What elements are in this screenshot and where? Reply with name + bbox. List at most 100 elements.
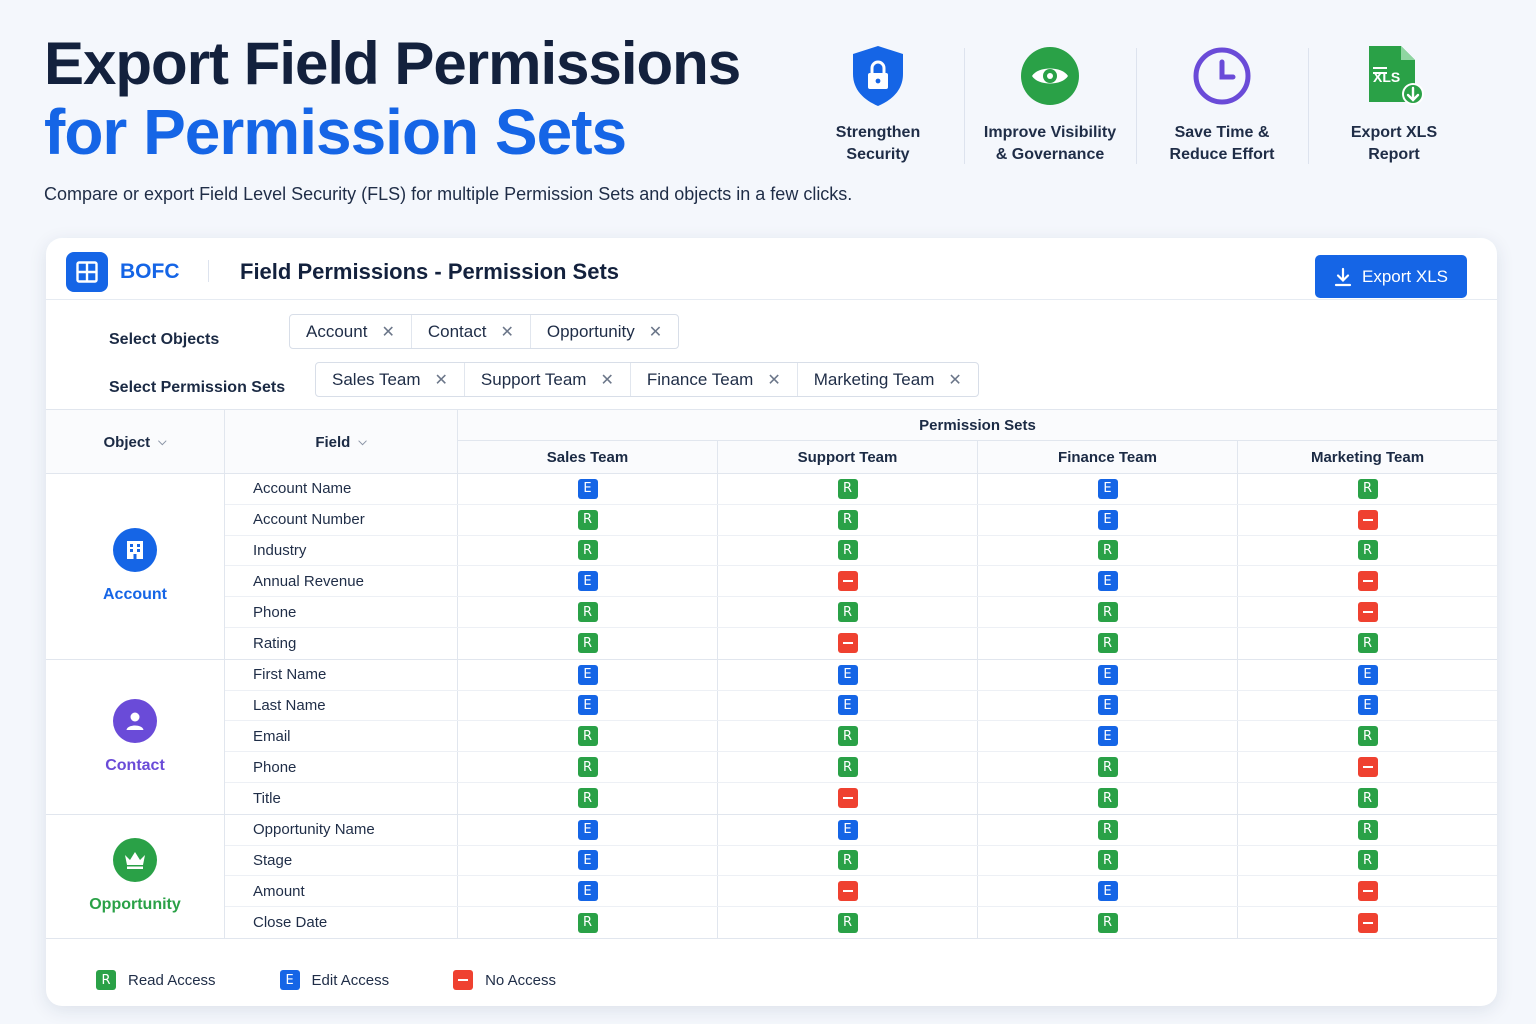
- column-header-support-team[interactable]: Support Team: [717, 441, 977, 474]
- permission-cell[interactable]: E: [977, 690, 1237, 721]
- column-header-finance-team[interactable]: Finance Team: [977, 441, 1237, 474]
- permission-cell[interactable]: R: [458, 536, 717, 566]
- permission-cell[interactable]: E: [717, 690, 977, 721]
- field-column-header[interactable]: Field ⌵: [225, 410, 458, 474]
- permission-cell[interactable]: [1237, 566, 1497, 597]
- permission-cell[interactable]: R: [717, 504, 977, 535]
- permission-cell[interactable]: R: [1237, 721, 1497, 752]
- permission-cell[interactable]: [1237, 876, 1497, 907]
- chip-finance-team: Finance Team ✕: [629, 363, 797, 396]
- edit-access-badge: E: [1097, 726, 1118, 747]
- grid-app-icon[interactable]: [66, 252, 108, 292]
- permission-cell[interactable]: R: [717, 752, 977, 782]
- export-xls-button[interactable]: Export XLS: [1315, 255, 1467, 298]
- permission-cell[interactable]: E: [717, 659, 977, 690]
- permission-cell[interactable]: R: [1237, 627, 1497, 659]
- sets-filter-label: Select Permission Sets: [109, 378, 286, 396]
- object-column-header[interactable]: Object ⌵: [46, 410, 225, 474]
- permission-cell[interactable]: E: [1237, 690, 1497, 721]
- objects-filter: Select Objects: [109, 322, 219, 357]
- permission-cell[interactable]: R: [458, 752, 717, 782]
- permission-cell[interactable]: R: [717, 535, 977, 566]
- permission-cell[interactable]: R: [977, 845, 1237, 876]
- permission-cell[interactable]: E: [458, 691, 717, 721]
- permission-cell[interactable]: R: [717, 907, 977, 938]
- permission-cell[interactable]: R: [717, 597, 977, 627]
- permission-cell[interactable]: R: [1237, 814, 1497, 845]
- permission-cell[interactable]: [717, 876, 977, 907]
- object-name[interactable]: Account: [103, 586, 167, 604]
- permission-cell[interactable]: E: [458, 846, 717, 876]
- close-icon[interactable]: ✕: [600, 371, 614, 389]
- permission-cell[interactable]: [717, 627, 977, 659]
- field-name: Industry: [225, 535, 458, 566]
- no-access-badge: [1357, 912, 1378, 933]
- permission-cell[interactable]: R: [977, 814, 1237, 845]
- permission-cell[interactable]: E: [977, 504, 1237, 535]
- permission-cell[interactable]: R: [717, 474, 977, 504]
- permission-cell[interactable]: E: [977, 721, 1237, 752]
- permission-cell[interactable]: E: [717, 814, 977, 845]
- object-name[interactable]: Opportunity: [89, 896, 181, 914]
- permission-cell[interactable]: R: [717, 845, 977, 876]
- permission-cell[interactable]: R: [458, 907, 717, 938]
- feature-security: Strengthen Security: [792, 44, 964, 166]
- permission-cell[interactable]: R: [977, 782, 1237, 814]
- column-header-sales-team[interactable]: Sales Team: [546, 449, 629, 466]
- person-icon: [113, 698, 157, 743]
- no-access-badge: [1357, 757, 1378, 778]
- close-icon[interactable]: ✕: [948, 371, 962, 389]
- permission-cell[interactable]: E: [458, 660, 717, 690]
- permission-cell[interactable]: E: [977, 566, 1237, 597]
- permission-cell[interactable]: [717, 566, 977, 597]
- close-icon[interactable]: ✕: [381, 323, 395, 341]
- permission-cell[interactable]: R: [977, 907, 1237, 938]
- permission-cell[interactable]: [1237, 504, 1497, 535]
- table-row: Rating R R R: [225, 627, 1497, 659]
- objects-multiselect[interactable]: Account ✕ Contact ✕ Opportunity ✕: [289, 314, 680, 349]
- close-icon[interactable]: ✕: [648, 323, 663, 341]
- close-icon[interactable]: ✕: [500, 323, 514, 341]
- permission-cell[interactable]: R: [1237, 845, 1497, 876]
- permission-sets-multiselect[interactable]: Sales Team ✕ Support Team ✕ Finance Team ✕ Mar…: [315, 362, 979, 397]
- legend-item-read-access: R Read Access: [96, 970, 216, 990]
- permission-cell[interactable]: [1237, 597, 1497, 627]
- permission-cell[interactable]: R: [977, 752, 1237, 782]
- permission-cell[interactable]: E: [1237, 659, 1497, 690]
- edit-access-badge: E: [279, 970, 300, 990]
- read-access-badge: R: [1357, 819, 1378, 840]
- permission-cell[interactable]: [717, 782, 977, 814]
- permission-cell[interactable]: R: [458, 721, 717, 751]
- permission-cell[interactable]: R: [717, 721, 977, 752]
- table-row: Amount E E: [225, 876, 1497, 908]
- permission-cell[interactable]: E: [977, 659, 1237, 690]
- permission-cell[interactable]: [1237, 907, 1497, 938]
- close-icon[interactable]: ✕: [434, 371, 448, 389]
- permission-cell[interactable]: R: [458, 505, 717, 535]
- permission-cell[interactable]: [1237, 752, 1497, 782]
- permission-cell[interactable]: E: [458, 566, 717, 596]
- permission-cell[interactable]: R: [458, 783, 717, 814]
- permission-cell[interactable]: R: [1237, 535, 1497, 566]
- permission-cell[interactable]: E: [458, 474, 717, 504]
- column-header-marketing-team[interactable]: Marketing Team: [1237, 441, 1497, 474]
- permission-cell[interactable]: R: [1237, 474, 1497, 504]
- object-name[interactable]: Contact: [105, 756, 165, 774]
- permission-sets-group-header: Permission Sets: [458, 410, 1497, 441]
- permission-cell[interactable]: E: [977, 876, 1237, 907]
- read-access-badge: R: [837, 478, 858, 499]
- permission-cell[interactable]: E: [977, 474, 1237, 504]
- permission-cell[interactable]: R: [1237, 782, 1497, 814]
- permission-cell[interactable]: R: [458, 628, 717, 659]
- permission-cell[interactable]: E: [458, 876, 717, 906]
- close-icon[interactable]: ✕: [767, 371, 781, 389]
- permission-cell[interactable]: R: [977, 597, 1237, 627]
- permission-cell[interactable]: E: [458, 815, 717, 845]
- permission-cell[interactable]: R: [977, 627, 1237, 659]
- object-cell: Account: [46, 474, 225, 659]
- permission-cell[interactable]: R: [977, 535, 1237, 566]
- read-access-badge: R: [1097, 819, 1118, 840]
- feature-list: Strengthen Security Improve Visibility &…: [792, 44, 1480, 166]
- permission-cell[interactable]: R: [458, 597, 717, 627]
- building-icon: [113, 528, 157, 573]
